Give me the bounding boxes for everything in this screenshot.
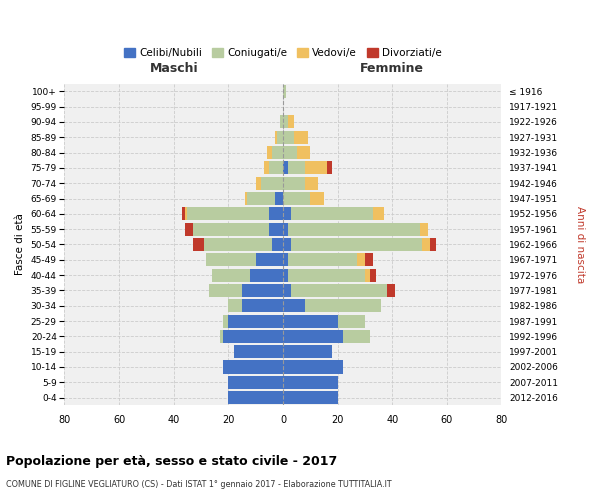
Bar bbox=[269, 222, 283, 235]
Bar bbox=[283, 222, 289, 235]
Bar bbox=[256, 176, 261, 190]
Bar bbox=[291, 208, 373, 220]
Bar bbox=[365, 268, 370, 281]
Bar bbox=[182, 208, 185, 220]
Bar bbox=[283, 391, 338, 404]
Bar bbox=[373, 208, 384, 220]
Bar bbox=[229, 314, 283, 328]
Bar bbox=[242, 299, 283, 312]
Bar bbox=[272, 238, 283, 251]
Bar bbox=[283, 85, 286, 98]
Bar bbox=[234, 345, 283, 358]
Bar bbox=[283, 254, 289, 266]
Bar bbox=[289, 254, 356, 266]
Bar bbox=[206, 254, 256, 266]
Text: Maschi: Maschi bbox=[149, 62, 198, 74]
Bar bbox=[326, 162, 332, 174]
Bar bbox=[283, 360, 343, 374]
Bar bbox=[229, 376, 283, 389]
Bar bbox=[283, 176, 305, 190]
Bar bbox=[370, 268, 376, 281]
Bar bbox=[193, 222, 269, 235]
Bar bbox=[242, 284, 283, 297]
Bar bbox=[187, 208, 269, 220]
Bar bbox=[185, 208, 187, 220]
Bar bbox=[283, 314, 338, 328]
Bar bbox=[272, 146, 283, 159]
Bar bbox=[283, 345, 332, 358]
Bar bbox=[209, 284, 242, 297]
Bar bbox=[283, 330, 343, 343]
Bar bbox=[291, 238, 422, 251]
Bar bbox=[289, 222, 419, 235]
Bar bbox=[223, 360, 283, 374]
Bar bbox=[261, 176, 283, 190]
Bar bbox=[223, 330, 283, 343]
Bar bbox=[250, 268, 283, 281]
Text: Popolazione per età, sesso e stato civile - 2017: Popolazione per età, sesso e stato civil… bbox=[6, 455, 337, 468]
Bar bbox=[283, 208, 291, 220]
Bar bbox=[422, 238, 430, 251]
Bar bbox=[212, 268, 250, 281]
Bar bbox=[229, 299, 242, 312]
Bar bbox=[430, 238, 436, 251]
Bar bbox=[275, 131, 277, 144]
Y-axis label: Fasce di età: Fasce di età bbox=[15, 214, 25, 276]
Bar bbox=[269, 162, 283, 174]
Bar bbox=[305, 176, 319, 190]
Bar bbox=[229, 391, 283, 404]
Bar bbox=[283, 131, 294, 144]
Bar bbox=[283, 268, 289, 281]
Text: COMUNE DI FIGLINE VEGLIATURO (CS) - Dati ISTAT 1° gennaio 2017 - Elaborazione TU: COMUNE DI FIGLINE VEGLIATURO (CS) - Dati… bbox=[6, 480, 392, 489]
Bar bbox=[247, 192, 275, 205]
Bar bbox=[283, 238, 291, 251]
Bar bbox=[387, 284, 395, 297]
Bar bbox=[283, 116, 289, 128]
Bar bbox=[193, 238, 204, 251]
Bar bbox=[338, 314, 365, 328]
Bar bbox=[356, 254, 365, 266]
Bar bbox=[305, 299, 381, 312]
Bar bbox=[283, 146, 296, 159]
Bar bbox=[264, 162, 269, 174]
Bar bbox=[220, 330, 223, 343]
Bar bbox=[305, 162, 326, 174]
Bar bbox=[419, 222, 428, 235]
Bar bbox=[223, 314, 229, 328]
Bar bbox=[269, 208, 283, 220]
Bar bbox=[296, 146, 310, 159]
Bar bbox=[283, 376, 338, 389]
Bar bbox=[343, 330, 370, 343]
Bar bbox=[289, 162, 305, 174]
Text: Femmine: Femmine bbox=[360, 62, 424, 74]
Bar bbox=[256, 254, 283, 266]
Bar bbox=[275, 192, 283, 205]
Bar bbox=[289, 116, 294, 128]
Bar bbox=[204, 238, 272, 251]
Bar bbox=[245, 192, 247, 205]
Bar bbox=[283, 162, 289, 174]
Bar bbox=[310, 192, 324, 205]
Y-axis label: Anni di nascita: Anni di nascita bbox=[575, 206, 585, 283]
Bar bbox=[280, 116, 283, 128]
Bar bbox=[283, 299, 305, 312]
Bar bbox=[277, 131, 283, 144]
Bar bbox=[185, 222, 193, 235]
Bar bbox=[291, 284, 387, 297]
Bar bbox=[283, 284, 291, 297]
Bar bbox=[365, 254, 373, 266]
Bar bbox=[294, 131, 308, 144]
Bar bbox=[289, 268, 365, 281]
Legend: Celibi/Nubili, Coniugati/e, Vedovi/e, Divorziati/e: Celibi/Nubili, Coniugati/e, Vedovi/e, Di… bbox=[120, 44, 446, 62]
Bar bbox=[266, 146, 272, 159]
Bar bbox=[283, 192, 310, 205]
